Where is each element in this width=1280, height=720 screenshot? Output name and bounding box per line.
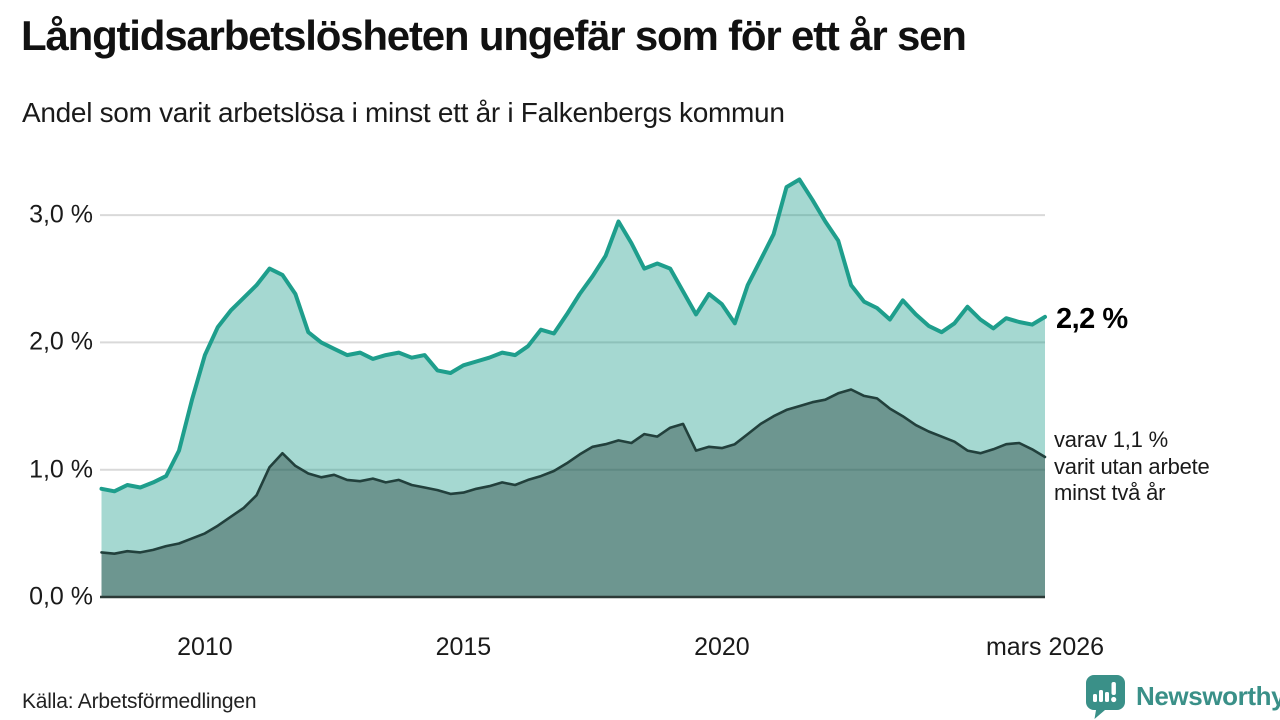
end-value-label: 2,2 %	[1056, 303, 1128, 335]
y-tick-label: 0,0 %	[29, 582, 93, 611]
annotation-line: minst två år	[1054, 480, 1166, 505]
secondary-annotation: varav 1,1 % varit utan arbete minst två …	[1054, 427, 1210, 507]
x-tick-label: 2020	[694, 633, 750, 661]
annotation-line: varav 1,1 %	[1054, 427, 1168, 452]
bar-2	[1099, 690, 1103, 702]
page-subtitle: Andel som varit arbetslösa i minst ett å…	[22, 97, 785, 128]
newsworthy-bubble-icon	[1086, 675, 1125, 719]
exclamation-bar	[1111, 682, 1116, 695]
y-tick-label: 1,0 %	[29, 455, 93, 484]
series-area-minst-tva-ar	[101, 389, 1045, 597]
x-tick-label: mars 2026	[985, 633, 1105, 661]
source-note: Källa: Arbetsförmedlingen	[22, 690, 257, 713]
series-area-minst-ett-ar	[101, 179, 1045, 597]
x-tick-label: 2015	[435, 633, 492, 661]
x-tick-label: 2010	[177, 633, 233, 661]
bar-3	[1105, 692, 1109, 702]
annotation-line: varit utan arbete	[1054, 453, 1210, 479]
brand-name: Newsworthy	[1136, 681, 1280, 711]
series-line-minst-tva-ar	[100, 388, 1047, 555]
newsworthy-logo[interactable]: Newsworthy	[1084, 673, 1280, 720]
series-line-minst-ett-ar	[99, 177, 1047, 494]
page-title: Långtidsarbetslösheten ungefär som för e…	[21, 12, 967, 59]
bar-1	[1093, 694, 1097, 702]
exclamation-dot	[1111, 696, 1117, 703]
y-tick-label: 2,0 %	[29, 327, 93, 356]
y-tick-label: 3,0 %	[29, 200, 93, 229]
